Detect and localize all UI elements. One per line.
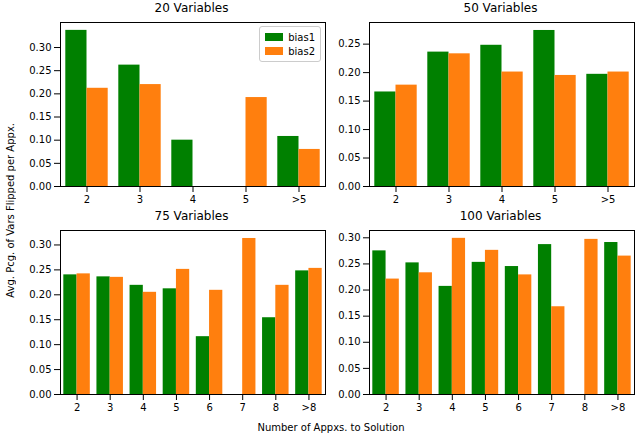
svg-text:2: 2	[393, 194, 399, 205]
svg-text:0.00: 0.00	[29, 389, 51, 400]
svg-text:>8: >8	[302, 402, 317, 413]
svg-text:0.05: 0.05	[29, 364, 51, 375]
svg-text:0.00: 0.00	[338, 181, 360, 192]
html-text:20 Variables: 20 Variables	[154, 1, 229, 15]
svg-text:5: 5	[173, 402, 179, 413]
svg-text:5: 5	[482, 402, 488, 413]
html-text:Avg. Pcg. of Vars Flipped per: Avg. Pcg. of Vars Flipped per Appx.	[4, 122, 16, 298]
html-text:100 Variables: 100 Variables	[459, 209, 542, 223]
svg-text:4: 4	[190, 194, 196, 205]
svg-text:5: 5	[243, 194, 249, 205]
svg-text:0.10: 0.10	[338, 336, 360, 347]
svg-text:6: 6	[515, 402, 521, 413]
svg-text:0.10: 0.10	[338, 124, 360, 135]
svg-text:0.10: 0.10	[29, 339, 51, 350]
svg-text:0.15: 0.15	[29, 314, 51, 325]
svg-text:3: 3	[446, 194, 452, 205]
svg-text:4: 4	[499, 194, 505, 205]
svg-text:7: 7	[240, 402, 246, 413]
svg-text:0.20: 0.20	[29, 289, 51, 300]
svg-text:0.30: 0.30	[29, 239, 51, 250]
svg-text:7: 7	[549, 402, 555, 413]
svg-text:>5: >5	[292, 194, 307, 205]
svg-text:0.25: 0.25	[338, 258, 360, 269]
html-text:50 Variables: 50 Variables	[463, 1, 538, 15]
svg-text:8: 8	[582, 402, 588, 413]
svg-text:3: 3	[107, 402, 113, 413]
svg-text:0.30: 0.30	[338, 232, 360, 243]
html-text:bias1: bias1	[288, 31, 315, 43]
svg-text:0.05: 0.05	[338, 363, 360, 374]
svg-text:0.20: 0.20	[338, 67, 360, 78]
svg-text:0.20: 0.20	[29, 88, 51, 99]
svg-text:0.15: 0.15	[338, 95, 360, 106]
html-text:Number of Appxs. to Solution: Number of Appxs. to Solution	[257, 422, 405, 433]
svg-text:0.20: 0.20	[338, 284, 360, 295]
svg-text:2: 2	[84, 194, 90, 205]
svg-text:5: 5	[552, 194, 558, 205]
html-text:75 Variables: 75 Variables	[154, 209, 229, 223]
html-text:bias2: bias2	[288, 45, 315, 57]
svg-text:>8: >8	[611, 402, 626, 413]
svg-text:0.30: 0.30	[29, 42, 51, 53]
svg-text:0.25: 0.25	[29, 264, 51, 275]
svg-text:0.10: 0.10	[29, 134, 51, 145]
svg-text:0.15: 0.15	[29, 111, 51, 122]
svg-text:2: 2	[383, 402, 389, 413]
svg-text:8: 8	[273, 402, 279, 413]
svg-text:2: 2	[74, 402, 80, 413]
svg-text:0.25: 0.25	[29, 65, 51, 76]
svg-text:0.25: 0.25	[338, 38, 360, 49]
svg-text:6: 6	[206, 402, 212, 413]
svg-text:3: 3	[416, 402, 422, 413]
svg-text:0.05: 0.05	[29, 158, 51, 169]
svg-text:0.00: 0.00	[338, 389, 360, 400]
svg-text:0.05: 0.05	[338, 152, 360, 163]
svg-text:3: 3	[137, 194, 143, 205]
svg-text:4: 4	[449, 402, 455, 413]
svg-text:4: 4	[140, 402, 146, 413]
svg-text:0.00: 0.00	[29, 181, 51, 192]
svg-text:0.15: 0.15	[338, 310, 360, 321]
svg-text:>5: >5	[601, 194, 616, 205]
